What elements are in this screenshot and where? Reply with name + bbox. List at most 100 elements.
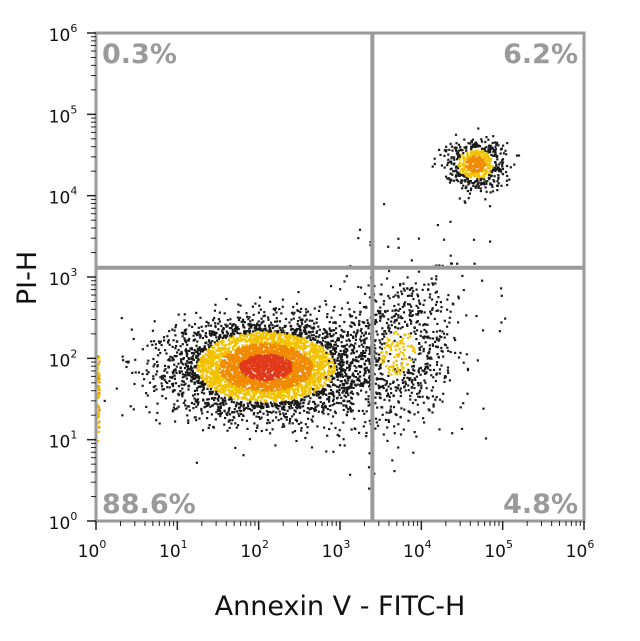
data-point bbox=[201, 367, 204, 370]
data-point bbox=[217, 378, 220, 381]
data-point bbox=[336, 337, 339, 340]
data-point bbox=[272, 363, 275, 366]
data-point bbox=[184, 382, 187, 385]
data-point bbox=[292, 388, 295, 391]
data-point bbox=[318, 340, 321, 344]
data-point bbox=[284, 379, 287, 383]
data-point bbox=[192, 373, 195, 376]
data-point bbox=[283, 351, 286, 354]
data-point bbox=[174, 369, 177, 372]
data-point bbox=[163, 378, 166, 381]
data-point bbox=[343, 352, 346, 355]
data-point bbox=[298, 356, 301, 359]
data-point bbox=[307, 350, 311, 354]
data-point bbox=[274, 342, 277, 346]
data-point bbox=[223, 384, 226, 387]
data-point bbox=[296, 345, 299, 348]
data-point bbox=[145, 405, 148, 408]
data-point bbox=[259, 337, 262, 340]
data-point bbox=[353, 323, 356, 326]
data-point bbox=[213, 380, 216, 383]
data-point bbox=[367, 346, 370, 349]
data-point bbox=[336, 378, 339, 381]
data-point bbox=[283, 365, 286, 368]
data-point bbox=[308, 365, 311, 368]
data-point bbox=[275, 366, 278, 369]
data-point bbox=[228, 413, 232, 416]
data-point bbox=[246, 353, 249, 357]
data-point bbox=[227, 411, 230, 414]
data-point bbox=[375, 360, 378, 363]
data-point bbox=[196, 368, 199, 371]
data-point bbox=[330, 352, 333, 355]
data-point bbox=[297, 362, 300, 365]
data-point bbox=[296, 379, 299, 382]
data-point bbox=[237, 303, 240, 306]
data-point bbox=[263, 393, 266, 396]
data-point bbox=[281, 360, 284, 363]
data-point bbox=[174, 420, 177, 423]
data-point bbox=[221, 378, 224, 381]
data-point bbox=[273, 394, 276, 397]
data-point bbox=[213, 387, 216, 390]
data-point bbox=[304, 436, 307, 440]
data-point bbox=[280, 368, 283, 371]
data-point bbox=[183, 375, 186, 378]
data-point bbox=[185, 351, 188, 354]
data-point bbox=[241, 320, 244, 323]
data-point bbox=[306, 371, 309, 374]
data-point bbox=[241, 418, 244, 421]
data-point bbox=[312, 390, 315, 393]
data-point bbox=[153, 363, 156, 366]
data-point bbox=[289, 401, 292, 404]
data-point bbox=[183, 367, 187, 370]
data-point bbox=[340, 380, 343, 383]
data-point bbox=[245, 335, 249, 338]
data-point bbox=[296, 320, 300, 323]
data-point bbox=[324, 360, 327, 363]
data-point bbox=[232, 348, 235, 351]
data-point bbox=[286, 381, 289, 384]
data-point bbox=[205, 378, 208, 381]
data-point bbox=[304, 364, 307, 367]
data-point bbox=[279, 401, 282, 405]
data-point bbox=[269, 300, 272, 303]
data-point bbox=[148, 411, 151, 414]
data-point bbox=[271, 326, 274, 330]
data-point bbox=[187, 421, 190, 424]
data-point bbox=[173, 389, 176, 392]
data-point bbox=[200, 382, 204, 385]
data-point bbox=[206, 377, 209, 380]
data-point bbox=[305, 318, 308, 321]
data-point bbox=[261, 397, 264, 400]
data-point bbox=[270, 321, 273, 324]
data-point bbox=[221, 370, 224, 373]
data-point bbox=[309, 387, 312, 390]
data-point bbox=[203, 392, 206, 395]
data-point bbox=[314, 368, 317, 371]
data-point bbox=[349, 383, 352, 386]
data-point bbox=[223, 346, 226, 349]
data-point bbox=[176, 351, 179, 354]
data-point bbox=[323, 426, 326, 429]
data-point bbox=[216, 356, 220, 359]
data-point bbox=[266, 364, 269, 367]
data-point bbox=[273, 352, 276, 355]
data-point bbox=[324, 364, 327, 367]
data-point bbox=[215, 336, 218, 339]
data-point bbox=[283, 387, 286, 391]
data-point bbox=[270, 346, 273, 349]
data-point bbox=[265, 402, 268, 405]
data-point bbox=[293, 403, 296, 406]
data-point bbox=[278, 308, 281, 311]
data-point bbox=[198, 370, 201, 373]
data-point bbox=[259, 391, 262, 395]
data-point bbox=[204, 325, 207, 328]
data-point bbox=[254, 380, 257, 383]
data-point bbox=[234, 343, 238, 346]
data-point bbox=[315, 350, 318, 353]
data-point bbox=[271, 348, 274, 351]
data-point bbox=[162, 374, 165, 377]
data-point bbox=[316, 371, 320, 375]
data-point bbox=[254, 331, 257, 334]
